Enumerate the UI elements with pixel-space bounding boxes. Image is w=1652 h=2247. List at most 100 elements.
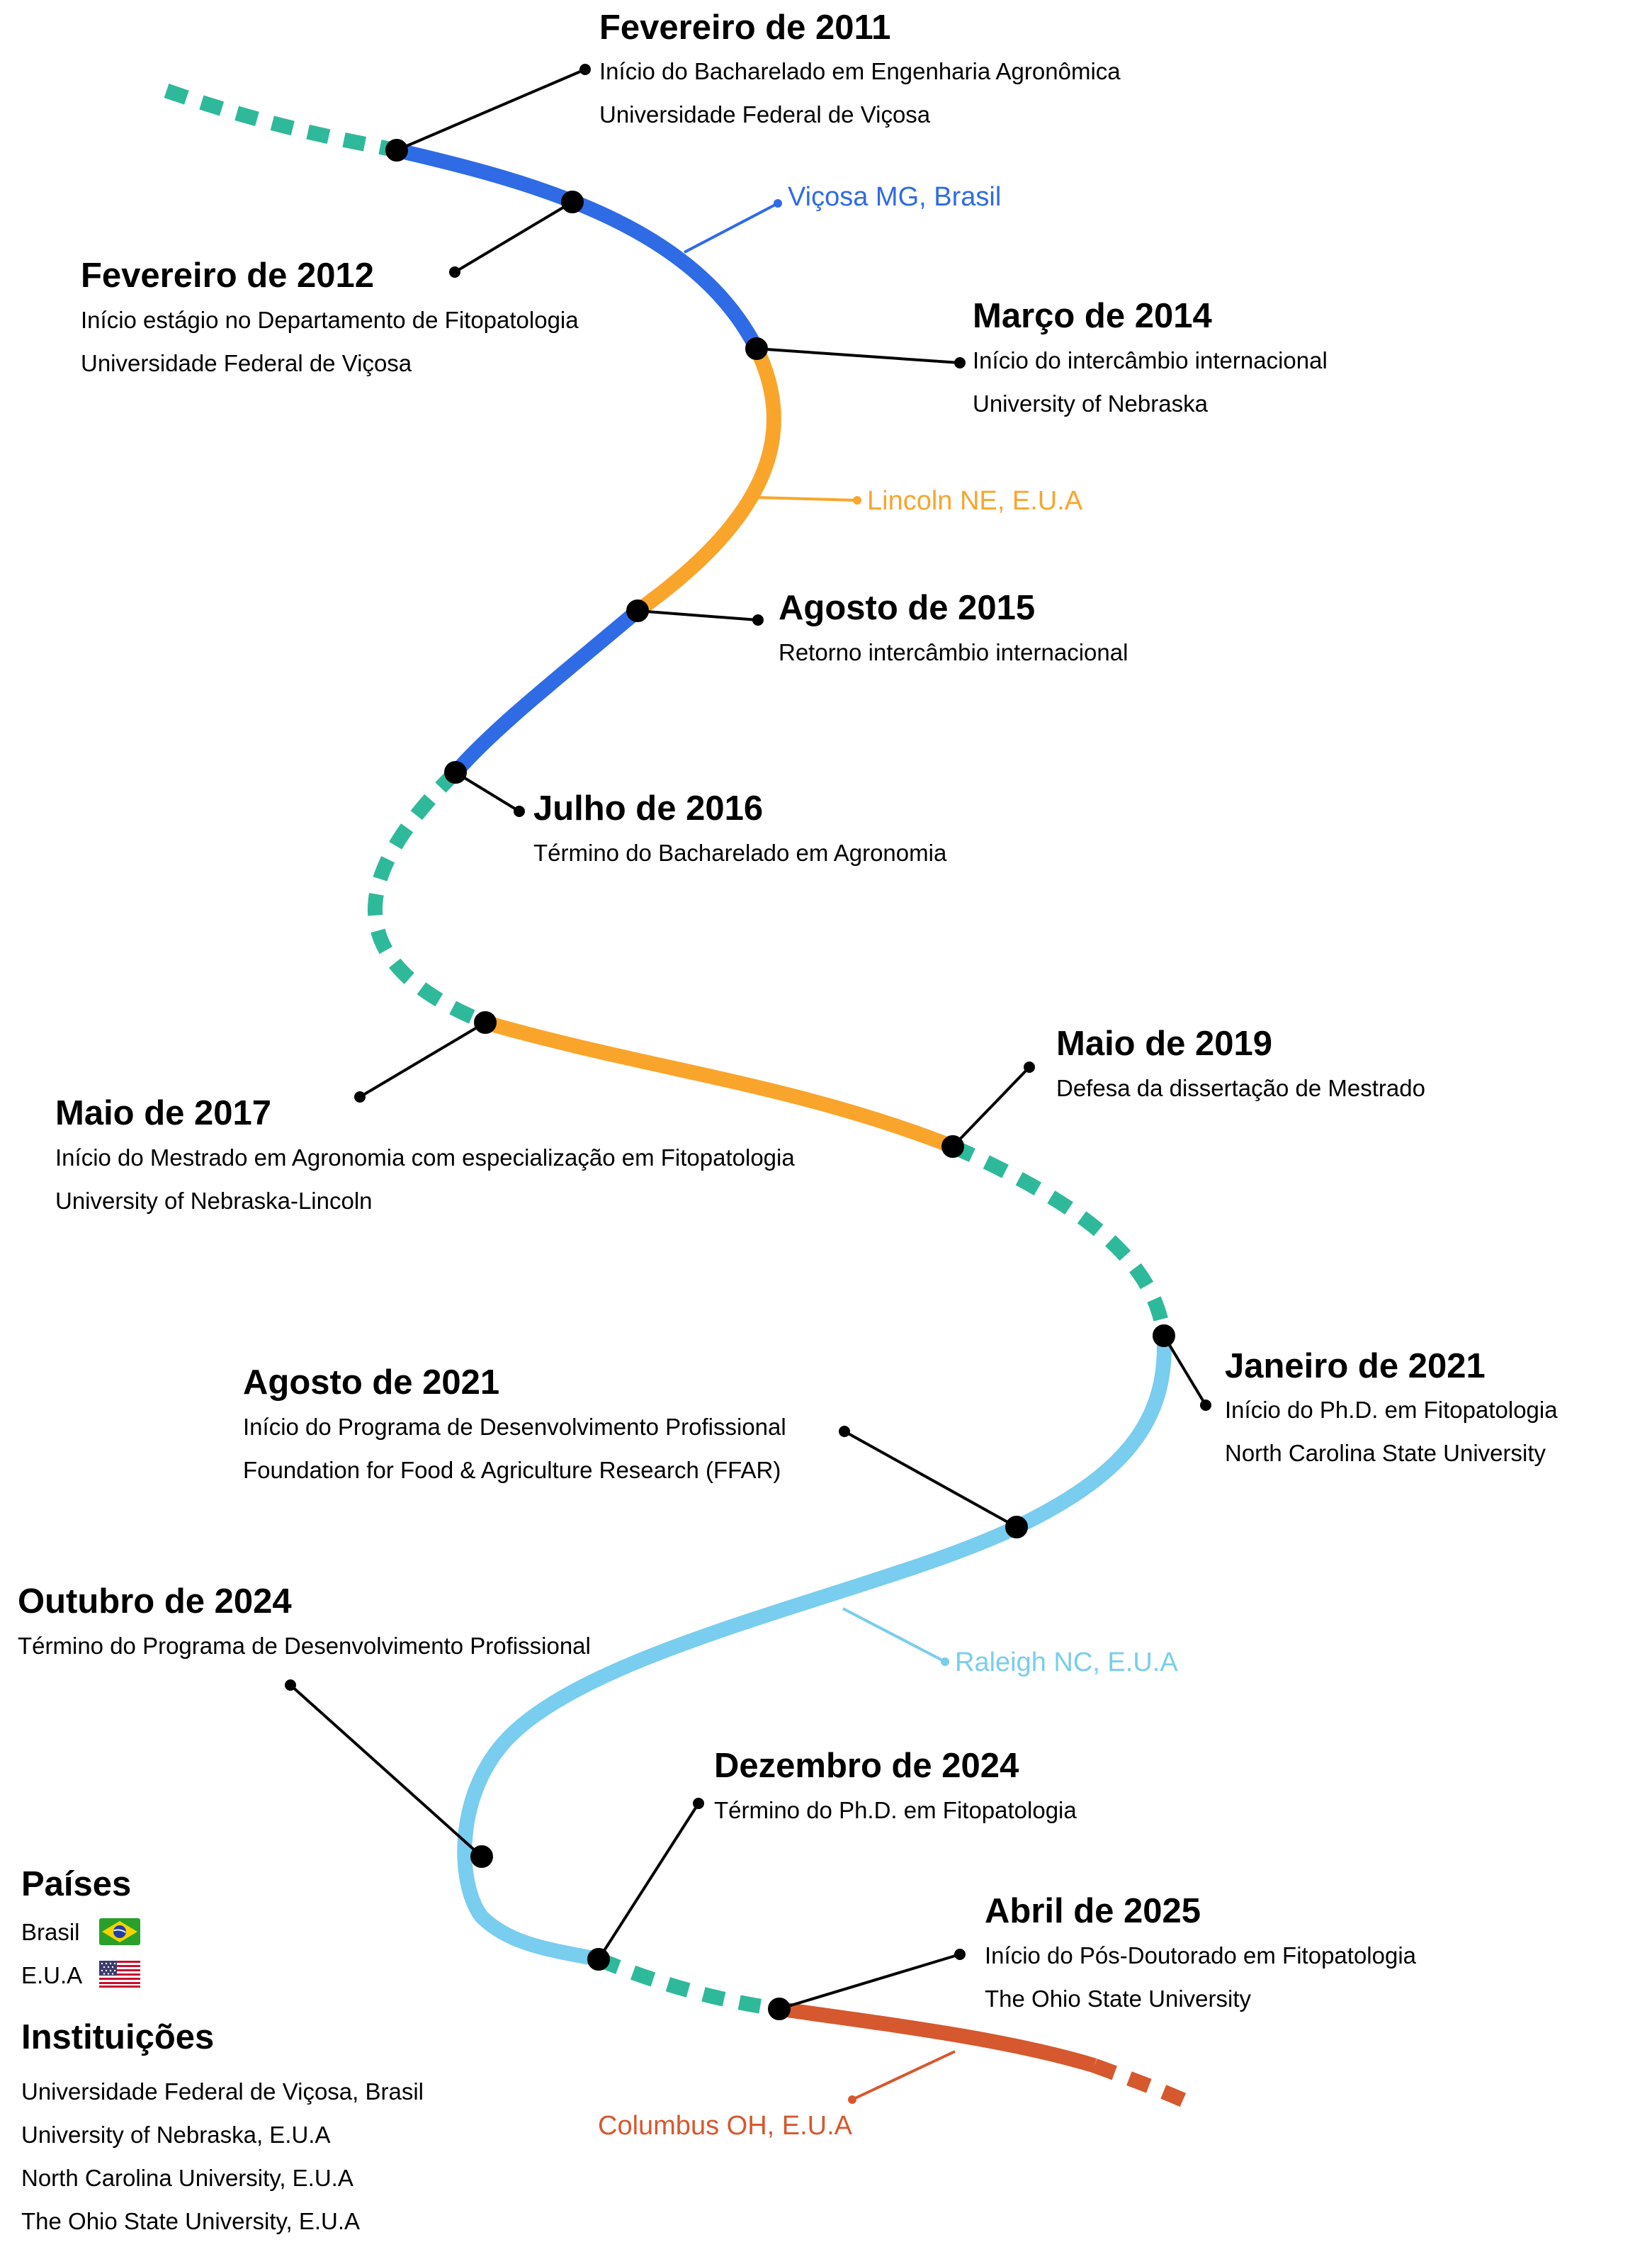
place-leader-lincoln [756, 496, 858, 502]
place-leader-raleigh [842, 1607, 946, 1663]
event-marker-2021-aug [1005, 1516, 1028, 1538]
place-leader-columbus [852, 2050, 956, 2101]
place-label-vicosa: Viçosa MG, Brasil [788, 182, 1001, 212]
place-label-lincoln: Lincoln NE, E.U.A [867, 486, 1083, 516]
event-title-2011: Fevereiro de 2011 [599, 9, 890, 47]
event-line-2024-dec-1: Término do Ph.D. em Fitopatologia [714, 1797, 1077, 1823]
leader-line-2024-oct [289, 1684, 483, 1858]
event-line-2021-aug-1: Início do Programa de Desenvolvimento Pr… [243, 1414, 786, 1440]
leader-line-2024-dec [597, 1802, 700, 1961]
legend-institution-ufv: Universidade Federal de Viçosa, Brasil [21, 2078, 424, 2105]
event-line-2017-1: Início do Mestrado em Agronomia com espe… [55, 1144, 795, 1171]
legend-institutions-title: Instituições [21, 2018, 214, 2056]
event-line-2025-2: The Ohio State University [985, 1986, 1251, 2012]
event-title-2021-jan: Janeiro de 2021 [1225, 1347, 1486, 1385]
event-title-2025: Abril de 2025 [985, 1892, 1201, 1930]
vicosa-segment-2 [450, 604, 643, 777]
leader-end-2014 [954, 357, 966, 368]
place-dot-lincoln [853, 496, 861, 505]
leader-line-2015 [637, 609, 759, 621]
columbus-segment [778, 2001, 1097, 2073]
event-marker-2024-dec [587, 1948, 610, 1971]
transition-segment-2 [368, 767, 488, 1030]
place-callouts: Viçosa MG, Brasil Lincoln NE, E.U.A Rale… [598, 182, 1178, 2141]
event-title-2019: Maio de 2019 [1056, 1025, 1272, 1063]
legend-institution-osu: The Ohio State University, E.U.A [21, 2208, 360, 2234]
legend-country-usa: E.U.A [21, 1962, 82, 1988]
leader-end-2012 [449, 266, 460, 278]
event-line-2014-2: University of Nebraska [973, 390, 1209, 417]
legend-institution-nebraska: University of Nebraska, E.U.A [21, 2122, 330, 2148]
leader-end-2025 [954, 1949, 966, 1960]
event-line-2014-1: Início do intercâmbio internacional [973, 347, 1328, 373]
transition-segment-start [164, 84, 399, 158]
leader-line-2021-jan [1162, 1334, 1207, 1407]
usa-flag-icon [99, 1961, 140, 1988]
leader-line-2019 [951, 1066, 1031, 1148]
event-line-2017-2: University of Nebraska-Lincoln [55, 1188, 373, 1214]
leader-end-2015 [752, 614, 764, 626]
leader-end-2024-dec [693, 1798, 704, 1809]
event-marker-2017 [474, 1011, 497, 1034]
event-line-2011-2: Universidade Federal de Viçosa [599, 101, 931, 128]
event-line-2021-jan-2: North Carolina State University [1225, 1440, 1546, 1466]
legend-countries-title: Países [21, 1865, 131, 1903]
leader-end-2017 [354, 1091, 366, 1103]
event-title-2021-aug: Agosto de 2021 [243, 1363, 499, 1402]
timeline-path [164, 84, 1194, 2110]
place-dot-raleigh [941, 1657, 949, 1666]
event-title-2024-dec: Dezembro de 2024 [714, 1747, 1019, 1785]
leader-line-2012 [453, 201, 574, 274]
event-labels: Fevereiro de 2011 Início do Bacharelado … [18, 9, 1558, 2012]
event-marker-2019 [941, 1135, 964, 1158]
leader-line-2016 [454, 771, 521, 813]
raleigh-segment [457, 1335, 1172, 1967]
place-dot-columbus [848, 2095, 856, 2104]
leader-end-2016 [514, 806, 525, 817]
legend-country-brasil: Brasil [21, 1919, 80, 1945]
leader-line-2021-aug [844, 1430, 1017, 1528]
event-title-2012: Fevereiro de 2012 [81, 257, 374, 295]
leader-end-2021-aug [839, 1426, 850, 1437]
transition-segment-4 [596, 1952, 781, 2017]
leader-end-2019 [1024, 1061, 1035, 1073]
place-leader-vicosa [684, 202, 779, 254]
event-title-2017: Maio de 2017 [55, 1094, 271, 1132]
event-line-2016-1: Término do Bacharelado em Agronomia [533, 840, 947, 866]
leader-line-2011 [396, 68, 586, 152]
leader-line-2014 [756, 347, 961, 364]
event-line-2019-1: Defesa da dissertação de Mestrado [1056, 1075, 1425, 1101]
event-marker-2015 [626, 599, 649, 622]
transition-segment-3 [949, 1139, 1172, 1337]
leader-end-2024-oct [285, 1679, 296, 1691]
event-line-2015-1: Retorno intercâmbio internacional [779, 639, 1128, 665]
place-dot-vicosa [774, 199, 782, 208]
event-title-2014: Março de 2014 [973, 297, 1212, 335]
legend: Países Brasil E.U.A Ins [21, 1865, 424, 2234]
legend-institution-ncsu: North Carolina University, E.U.A [21, 2165, 353, 2191]
event-title-2015: Agosto de 2015 [779, 589, 1035, 627]
transition-segment-end [1092, 2059, 1194, 2110]
event-marker-2024-oct [470, 1845, 493, 1868]
place-label-columbus: Columbus OH, E.U.A [598, 2111, 853, 2141]
event-line-2025-1: Início do Pós-Doutorado em Fitopatologia [985, 1942, 1417, 1969]
leader-end-2011 [579, 64, 591, 75]
brazil-flag-icon [99, 1918, 140, 1945]
event-marker-2021-jan [1153, 1324, 1175, 1347]
event-line-2021-jan-1: Início do Ph.D. em Fitopatologia [1225, 1397, 1558, 1423]
lincoln-segment-2 [483, 1015, 956, 1154]
event-marker-2011 [385, 139, 408, 162]
vicosa-segment-1 [395, 142, 764, 352]
leader-line-2025 [779, 1953, 961, 2010]
event-marker-2012 [561, 191, 584, 213]
event-marker-2014 [745, 337, 768, 360]
event-line-2012-2: Universidade Federal de Viçosa [81, 350, 412, 376]
leader-line-2017 [358, 1021, 487, 1098]
place-label-raleigh: Raleigh NC, E.U.A [955, 1648, 1178, 1677]
leader-end-2021-jan [1200, 1400, 1211, 1411]
event-title-2024-oct: Outubro de 2024 [18, 1582, 292, 1621]
event-markers [285, 64, 1211, 2020]
event-line-2011-1: Início do Bacharelado em Engenharia Agro… [599, 58, 1121, 84]
event-line-2021-aug-2: Foundation for Food & Agriculture Resear… [243, 1457, 781, 1483]
